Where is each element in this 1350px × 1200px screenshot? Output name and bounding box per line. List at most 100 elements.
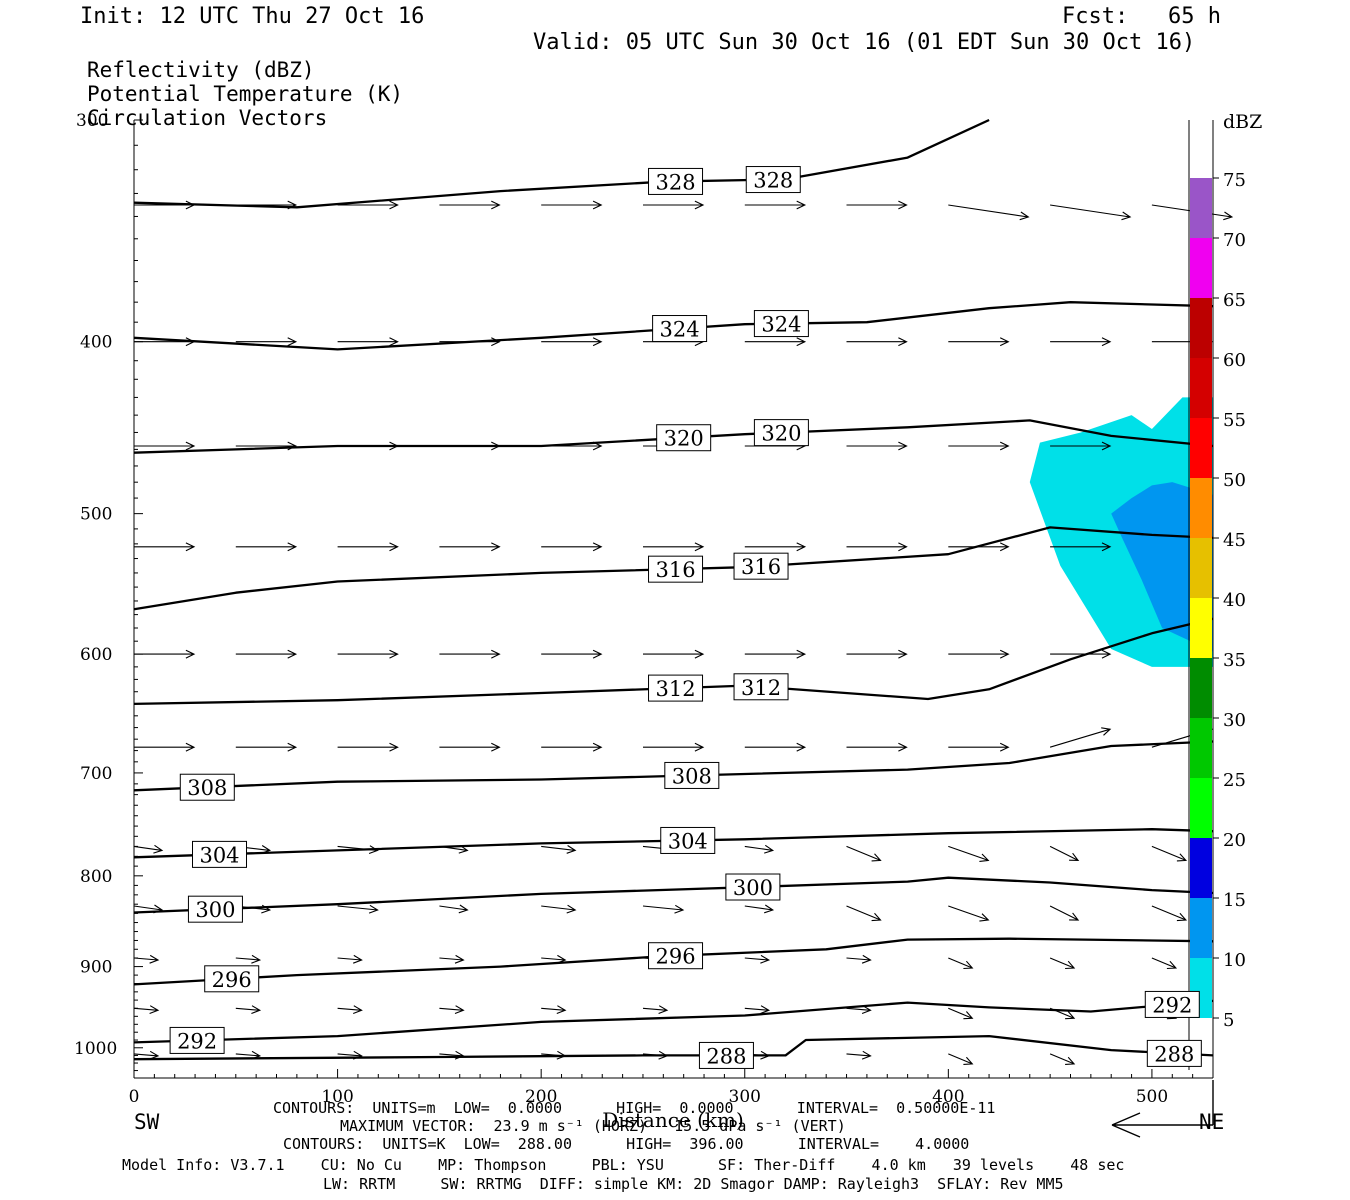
circulation-vector	[337, 904, 379, 914]
contour-label-box	[648, 674, 704, 702]
colorbar-swatch	[1190, 298, 1212, 358]
circulation-vector	[541, 954, 567, 964]
contour-label-box	[660, 826, 716, 854]
colorbar-swatch	[1190, 178, 1212, 238]
contour-label-box	[648, 942, 704, 970]
circulation-vector	[439, 1005, 465, 1015]
circulation-vector	[439, 742, 501, 752]
contour-label-box	[753, 419, 809, 447]
model-info-line2: LW: RRTM SW: RRTMG DIFF: simple KM: 2D S…	[323, 1175, 1064, 1193]
circulation-vector	[846, 954, 872, 964]
circulation-vector	[337, 845, 379, 855]
colorbar-swatch	[1190, 778, 1212, 838]
circulation-vector	[541, 337, 603, 347]
circulation-vector	[948, 742, 1010, 752]
contour-label-box	[187, 895, 243, 923]
contour-label: 300	[195, 898, 235, 922]
colorbar-tick-label: 15	[1223, 890, 1246, 911]
circulation-vector	[134, 337, 196, 347]
contour-label: 296	[212, 968, 252, 992]
colorbar-swatch	[1190, 478, 1212, 538]
colorbar-swatch	[1190, 418, 1212, 478]
contour-label: 300	[733, 876, 773, 900]
circulation-vector	[643, 649, 705, 659]
circulation-vector	[541, 1005, 567, 1015]
x-tick-label: 500	[1136, 1087, 1168, 1107]
circulation-vector	[1049, 1053, 1076, 1065]
circulation-vector	[134, 649, 196, 659]
contour-label: 308	[187, 776, 227, 800]
circulation-vector	[948, 845, 990, 862]
colorbar-tick-label: 60	[1223, 350, 1246, 371]
y-tick-label: 1000	[74, 1039, 117, 1059]
circulation-vector	[134, 542, 196, 552]
circulation-vector	[744, 1005, 771, 1015]
circulation-vector	[1151, 905, 1188, 922]
circulation-vector	[948, 649, 1010, 659]
colorbar-swatch	[1190, 898, 1212, 958]
circulation-vector	[541, 845, 577, 854]
y-tick-label: 500	[80, 505, 112, 525]
y-tick-label: 600	[80, 645, 112, 665]
circulation-vector	[541, 742, 603, 752]
circulation-vector	[948, 337, 1010, 347]
circulation-vector	[235, 441, 298, 451]
circulation-vector	[541, 649, 603, 659]
y-tick-label: 700	[80, 764, 112, 784]
circulation-vector	[541, 904, 577, 914]
circulation-vector	[439, 1050, 465, 1060]
colorbar-tick-label: 35	[1223, 650, 1246, 671]
colorbar-tick-label: 40	[1223, 590, 1246, 611]
contour-label: 328	[655, 170, 695, 194]
contour-label-box	[664, 761, 720, 789]
colorbar-tick-label: 50	[1223, 470, 1246, 491]
init-label: Init: 12 UTC Thu 27 Oct 16	[80, 4, 425, 29]
circulation-vector	[642, 1005, 669, 1015]
circulation-vector	[541, 441, 603, 451]
contour-label: 304	[199, 843, 239, 867]
circulation-vector	[846, 742, 908, 752]
circulation-vector	[439, 844, 469, 854]
colorbar-tick-label: 30	[1223, 710, 1246, 731]
ne-direction-label: NE	[1199, 1110, 1225, 1134]
circulation-vector	[337, 337, 399, 347]
isentrope-288	[133, 1034, 1214, 1061]
circulation-vector	[235, 649, 298, 659]
contour-label: 316	[741, 555, 781, 579]
circulation-vector	[337, 649, 399, 659]
colorbar-tick-label: 20	[1223, 830, 1246, 851]
circulation-vector	[439, 441, 501, 451]
circulation-vector	[846, 1050, 872, 1060]
contour-label-box	[192, 840, 248, 868]
circulation-vector	[337, 441, 399, 451]
valid-time-label: Valid: 05 UTC Sun 30 Oct 16 (01 EDT Sun …	[533, 30, 1196, 55]
contour-label: 288	[706, 1044, 746, 1068]
colorbar-swatch	[1190, 838, 1212, 898]
circulation-vector	[439, 649, 501, 659]
circulation-vector	[541, 200, 603, 210]
circulation-vector	[337, 1005, 363, 1015]
contour-label-box	[179, 773, 235, 801]
colorbar-swatch	[1190, 358, 1212, 418]
circulation-vector	[134, 200, 196, 210]
circulation-vector	[1049, 845, 1080, 861]
circulation-vector	[235, 337, 298, 347]
colorbar-swatch	[1190, 718, 1212, 778]
circulation-vector	[235, 200, 298, 210]
circulation-vector	[235, 954, 262, 964]
y-tick-label: 300	[76, 111, 108, 131]
circulation-vector	[439, 954, 465, 964]
colorbar-swatch	[1190, 538, 1212, 598]
circulation-vector	[133, 1050, 160, 1060]
contour-label: 296	[655, 945, 695, 969]
max-vector-info: MAXIMUM VECTOR: 23.9 m s⁻¹ (HORZ) 15.5 d…	[340, 1117, 846, 1135]
contour-label-box	[698, 1041, 754, 1069]
circulation-vector	[1050, 441, 1112, 451]
contour-label-box	[733, 552, 789, 580]
y-tick-label: 400	[80, 333, 112, 353]
circulation-vector	[744, 542, 807, 552]
circulation-vector	[1050, 204, 1132, 221]
y-tick-label: 900	[80, 958, 112, 978]
isentrope-292	[133, 999, 1214, 1044]
